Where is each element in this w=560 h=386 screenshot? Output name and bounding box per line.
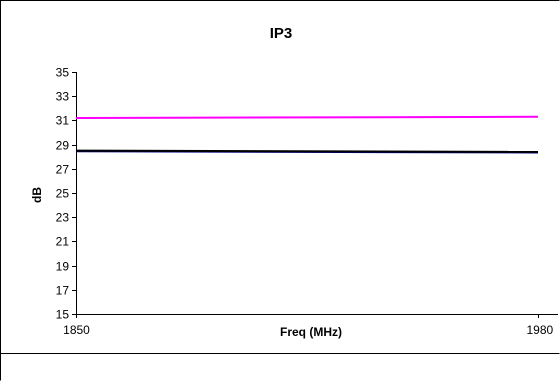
y-tick-label: 35: [56, 66, 70, 80]
plot-area: 15 17 19 21 23 25 27 29 31 33 35 1850 1980: [56, 66, 558, 337]
y-tick-label: 33: [56, 90, 70, 104]
y-tick-label: 31: [56, 114, 70, 128]
series-line-3: [75, 149, 539, 153]
x-tick-label: 1850: [63, 323, 90, 337]
y-tick-label: 15: [56, 308, 70, 322]
y-tick-label: 27: [56, 163, 70, 177]
x-tick-label: 1980: [527, 323, 554, 337]
y-tick-label: 21: [56, 235, 70, 249]
chart-title: IP3: [270, 25, 293, 42]
y-tick-label: 25: [56, 187, 70, 201]
series-line-1: [75, 115, 539, 119]
y-tick-label: 19: [56, 260, 70, 274]
y-tick-label: 29: [56, 139, 70, 153]
x-axis-label: Freq (MHz): [280, 325, 342, 339]
y-tick-label: 23: [56, 211, 70, 225]
y-axis-label: dB: [30, 187, 44, 203]
y-tick-label: 17: [56, 284, 70, 298]
